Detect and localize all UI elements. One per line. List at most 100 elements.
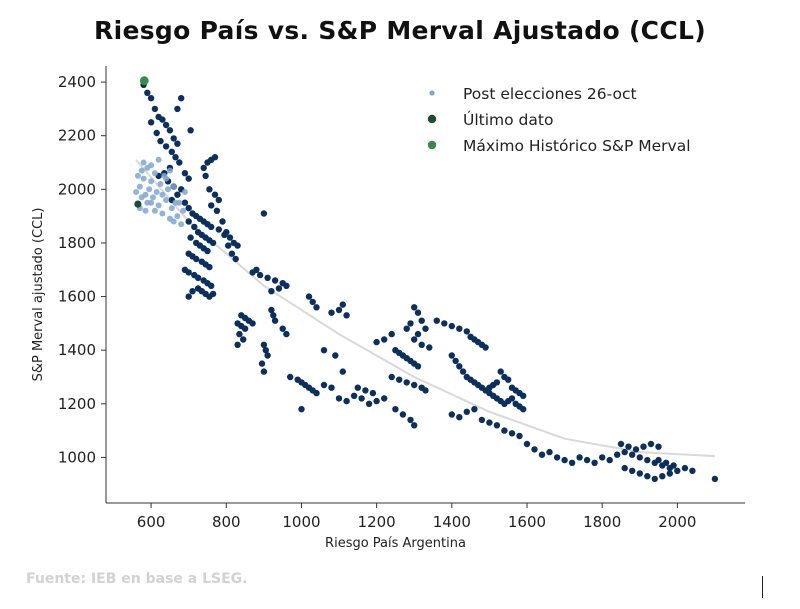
historical-point xyxy=(206,186,213,193)
historical-point xyxy=(644,456,651,464)
post-point xyxy=(163,197,170,203)
post-point xyxy=(166,167,173,174)
historical-point xyxy=(414,363,422,370)
historical-point xyxy=(271,317,279,324)
y-tick-label: 1400 xyxy=(58,341,96,359)
historical-point xyxy=(670,462,677,469)
historical-point xyxy=(520,392,527,399)
historical-point xyxy=(162,121,170,129)
historical-point xyxy=(249,269,256,276)
historical-point xyxy=(632,446,640,453)
x-tick-label: 2000 xyxy=(658,513,696,531)
historical-point xyxy=(208,282,215,289)
historical-point xyxy=(172,154,179,161)
historical-point xyxy=(151,105,159,113)
historical-point xyxy=(456,325,463,332)
post-point xyxy=(150,194,156,201)
historical-point xyxy=(271,277,279,284)
historical-point xyxy=(339,368,346,375)
post-point xyxy=(174,213,181,220)
historical-point xyxy=(221,231,228,239)
historical-point xyxy=(185,175,192,182)
historical-point xyxy=(546,448,553,456)
historical-point xyxy=(516,432,523,440)
historical-point xyxy=(482,344,489,351)
historical-point xyxy=(264,352,271,359)
historical-point xyxy=(270,312,277,319)
historical-point xyxy=(185,293,192,300)
historical-point xyxy=(621,464,628,472)
historical-point xyxy=(362,387,369,394)
historical-point xyxy=(262,347,269,354)
historical-point xyxy=(313,304,320,311)
historical-point xyxy=(157,137,164,145)
historical-point xyxy=(332,352,339,359)
historical-point xyxy=(168,148,175,155)
historical-point xyxy=(369,389,377,397)
historical-point xyxy=(159,116,166,123)
post-point xyxy=(178,221,185,228)
historical-point xyxy=(335,306,343,314)
historical-point xyxy=(208,223,215,231)
historical-point xyxy=(422,325,429,332)
historical-point xyxy=(373,397,380,405)
historical-point xyxy=(226,234,234,241)
historical-point xyxy=(411,381,418,389)
historical-point xyxy=(178,95,185,102)
historical-point xyxy=(614,451,621,458)
historical-point xyxy=(283,282,290,289)
post-point xyxy=(134,172,141,179)
source-note: Fuente: IEB en base a LSEG. xyxy=(26,571,248,587)
historical-point xyxy=(381,395,388,402)
historical-point xyxy=(433,317,440,324)
historical-point xyxy=(147,119,155,126)
post-point xyxy=(180,207,187,214)
historical-point xyxy=(260,210,268,217)
historical-point xyxy=(181,199,189,206)
x-axis-label: Riesgo País Argentina xyxy=(325,536,466,551)
x-tick-label: 800 xyxy=(212,513,241,531)
legend-marker-post xyxy=(429,90,435,96)
post-point xyxy=(140,159,147,166)
historical-point xyxy=(452,357,459,365)
historical-point xyxy=(441,320,448,327)
historical-point xyxy=(463,328,470,335)
historical-point xyxy=(191,223,198,231)
historical-point xyxy=(209,239,217,247)
x-tick-label: 1800 xyxy=(583,513,621,531)
historical-point xyxy=(240,336,247,343)
historical-point xyxy=(647,440,655,448)
historical-point xyxy=(279,325,286,332)
historical-point xyxy=(505,376,512,383)
historical-point xyxy=(407,416,414,424)
historical-point xyxy=(583,456,591,464)
historical-point xyxy=(640,443,647,450)
y-tick-label: 1800 xyxy=(58,234,96,252)
post-point xyxy=(148,199,155,206)
historical-point xyxy=(576,454,583,461)
historical-point xyxy=(256,271,264,279)
y-tick-label: 1000 xyxy=(58,448,96,466)
historical-point xyxy=(305,293,313,300)
historical-point xyxy=(211,191,219,198)
y-tick-label: 2200 xyxy=(58,127,96,145)
historical-point xyxy=(381,336,388,343)
chart-title: Riesgo País vs. S&P Merval Ajustado (CCL… xyxy=(94,16,706,45)
historical-point xyxy=(599,454,606,461)
historical-point xyxy=(396,376,403,383)
historical-point xyxy=(258,360,266,367)
post-point xyxy=(136,183,143,190)
historical-point xyxy=(225,242,232,249)
historical-point xyxy=(644,473,651,480)
historical-point xyxy=(407,320,414,327)
post-point xyxy=(142,191,149,198)
historical-point xyxy=(399,411,407,418)
historical-point xyxy=(662,459,670,466)
historical-point xyxy=(414,330,422,338)
historical-point xyxy=(194,274,202,281)
historical-point xyxy=(309,298,316,306)
post-point xyxy=(138,167,145,174)
historical-point xyxy=(411,422,418,429)
historical-point xyxy=(553,454,561,461)
